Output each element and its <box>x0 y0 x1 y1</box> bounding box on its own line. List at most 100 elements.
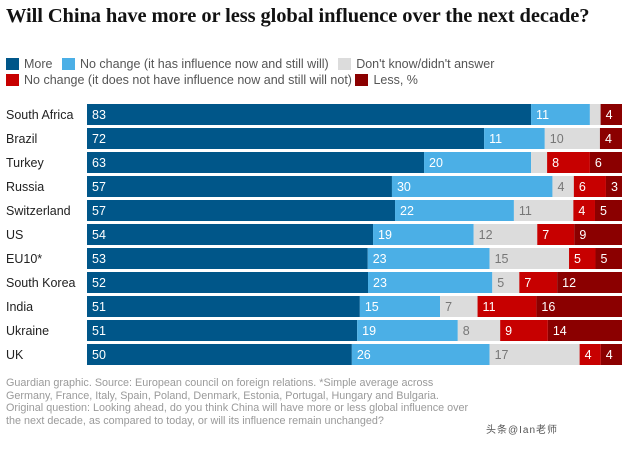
bar-segment-us-1 <box>373 224 474 245</box>
legend-label: No change (it has influence now and stil… <box>79 57 329 71</box>
bar-segment-brazil-0 <box>87 128 485 149</box>
data-label: 9 <box>579 228 586 242</box>
data-label: 5 <box>574 252 581 266</box>
bar-segment-us-0 <box>87 224 374 245</box>
legend-swatch <box>355 74 369 86</box>
bar-segment-india-3 <box>477 296 537 317</box>
data-label: 8 <box>552 156 559 170</box>
data-label: 6 <box>595 156 602 170</box>
bar-segment-switzerland-1 <box>395 200 514 221</box>
data-label: 19 <box>378 228 392 242</box>
bar-segment-uk-3 <box>579 344 601 365</box>
bar-segment-uk-1 <box>351 344 490 365</box>
bar-segment-russia-3 <box>573 176 606 197</box>
data-label: 4 <box>605 132 612 146</box>
data-label: 7 <box>445 300 452 314</box>
data-label: 8 <box>463 324 470 338</box>
bar-segment-turkey-0 <box>87 152 425 173</box>
legend-item-dont-know: Don't know/didn't answer <box>338 56 494 72</box>
data-label: 5 <box>600 204 607 218</box>
data-label: 11 <box>483 300 496 314</box>
category-label: EU10* <box>6 252 42 266</box>
bar-segment-south-korea-1 <box>368 272 493 293</box>
watermark: 头条@Ian老师 <box>486 425 559 436</box>
bar-segment-india-1 <box>359 296 441 317</box>
data-label: 5 <box>497 276 504 290</box>
data-label: 50 <box>92 348 106 362</box>
bar-segment-brazil-1 <box>484 128 545 149</box>
bar-segment-eu10-2 <box>489 248 570 269</box>
data-label: 4 <box>606 348 613 362</box>
legend: More No change (it has influence now and… <box>6 56 626 88</box>
data-label: 23 <box>373 252 387 266</box>
data-label: 4 <box>578 204 585 218</box>
category-label: Russia <box>6 180 44 194</box>
data-label: 11 <box>489 132 502 146</box>
bar-segment-south-korea-2 <box>492 272 520 293</box>
bar-segment-ukraine-3 <box>500 320 548 341</box>
data-label: 63 <box>92 156 106 170</box>
data-label: 11 <box>519 204 532 218</box>
bar-segment-brazil-2 <box>544 128 600 149</box>
data-label: 53 <box>92 252 106 266</box>
data-label: 4 <box>557 180 564 194</box>
bar-segment-turkey-1 <box>424 152 532 173</box>
bar-segment-us-2 <box>473 224 538 245</box>
bar-segment-south-korea-0 <box>87 272 369 293</box>
data-label: 10 <box>550 132 564 146</box>
category-label: Ukraine <box>6 324 49 338</box>
bar-segment-russia-4 <box>605 176 622 197</box>
data-label: 11 <box>536 108 549 122</box>
bar-segment-south-africa-4 <box>600 104 622 125</box>
data-label: 72 <box>92 132 106 146</box>
data-label: 7 <box>542 228 549 242</box>
bar-segment-south-korea-3 <box>519 272 558 293</box>
data-label: 83 <box>92 108 106 122</box>
legend-label: Less, % <box>373 73 418 87</box>
category-label: Switzerland <box>6 204 71 218</box>
data-label: 9 <box>505 324 512 338</box>
data-label: 12 <box>479 228 493 242</box>
category-label: South Korea <box>6 276 76 290</box>
bar-segment-ukraine-0 <box>87 320 358 341</box>
legend-item-more: More <box>6 56 52 72</box>
footnote: Guardian graphic. Source: European counc… <box>6 377 469 427</box>
bar-segment-eu10-3 <box>569 248 596 269</box>
data-label: 14 <box>553 324 567 338</box>
data-label: 16 <box>541 300 555 314</box>
data-label: 20 <box>429 156 443 170</box>
category-label: UK <box>6 348 24 362</box>
category-label: Turkey <box>6 156 44 170</box>
legend-swatch <box>61 58 75 70</box>
bar-segment-india-2 <box>440 296 478 317</box>
legend-swatch <box>6 58 19 70</box>
data-label: 4 <box>606 108 613 122</box>
bar-segment-switzerland-0 <box>87 200 396 221</box>
bar-segment-us-3 <box>537 224 575 245</box>
data-label: 5 <box>601 252 608 266</box>
bar-segment-india-0 <box>87 296 360 317</box>
legend-item-no-change-has: No change (it has influence now and stil… <box>61 56 329 72</box>
legend-label: Don't know/didn't answer <box>356 57 495 71</box>
bar-segment-russia-2 <box>552 176 574 197</box>
bar-segment-india-4 <box>536 296 622 317</box>
bar-segment-ukraine-4 <box>547 320 622 341</box>
legend-label: No change (it does not have influence no… <box>24 73 352 87</box>
data-label: 19 <box>362 324 376 338</box>
data-label: 6 <box>579 180 586 194</box>
data-label: 22 <box>400 204 414 218</box>
bar-segment-switzerland-4 <box>594 200 622 221</box>
data-label: 23 <box>373 276 387 290</box>
bar-segment-turkey-2 <box>531 152 548 173</box>
data-label: 3 <box>611 180 618 194</box>
bar-segment-south-africa-1 <box>531 104 590 125</box>
bar-segment-switzerland-3 <box>573 200 595 221</box>
data-label: 57 <box>92 180 106 194</box>
bar-segment-south-korea-4 <box>557 272 622 293</box>
bar-segment-eu10-4 <box>595 248 622 269</box>
bar-segment-uk-2 <box>489 344 580 365</box>
bar-segment-turkey-3 <box>547 152 590 173</box>
data-label: 57 <box>92 204 106 218</box>
category-label: India <box>6 300 33 314</box>
